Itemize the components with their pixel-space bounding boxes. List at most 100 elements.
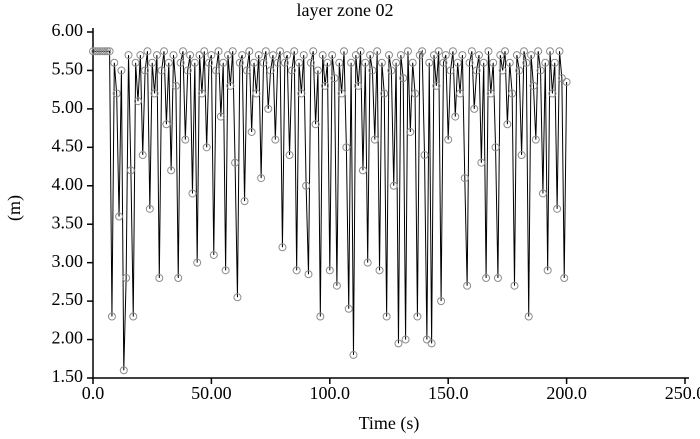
data-line xyxy=(93,49,568,371)
data-point xyxy=(354,81,363,90)
data-point xyxy=(510,281,519,290)
data-point xyxy=(413,312,422,321)
data-point xyxy=(337,89,346,98)
data-point xyxy=(474,51,483,60)
data-point xyxy=(167,166,176,175)
data-point xyxy=(276,47,285,56)
data-point xyxy=(344,304,353,313)
data-point xyxy=(105,47,114,56)
data-point xyxy=(335,58,344,67)
y-tick-label: 2.00 xyxy=(52,328,84,348)
data-point xyxy=(181,135,190,144)
data-point xyxy=(427,339,436,348)
data-point xyxy=(401,335,410,344)
data-point xyxy=(517,151,526,160)
data-point xyxy=(387,66,396,75)
data-point xyxy=(323,58,332,67)
data-point xyxy=(216,112,225,121)
data-point xyxy=(228,47,237,56)
data-point xyxy=(463,281,472,290)
data-point xyxy=(534,47,543,56)
data-point xyxy=(174,274,183,283)
data-point xyxy=(290,47,299,56)
data-point xyxy=(148,58,157,67)
data-point xyxy=(394,339,403,348)
data-point xyxy=(479,58,488,67)
data-point xyxy=(548,89,557,98)
x-tick-label: 50.00 xyxy=(191,383,232,403)
data-point xyxy=(555,47,564,56)
data-point xyxy=(467,47,476,56)
data-point xyxy=(496,51,505,60)
data-point xyxy=(368,66,377,75)
data-point xyxy=(408,58,417,67)
data-point xyxy=(162,120,171,129)
data-point xyxy=(437,297,446,306)
x-tick-label: 0.0 xyxy=(82,383,105,403)
chart-title: layer zone 02 xyxy=(297,0,394,20)
data-point xyxy=(200,47,209,56)
data-point xyxy=(340,47,349,56)
data-point xyxy=(432,81,441,90)
data-point xyxy=(456,89,465,98)
data-point xyxy=(164,58,173,67)
data-point xyxy=(100,47,109,56)
data-point xyxy=(202,143,211,152)
data-point xyxy=(126,166,135,175)
data-point xyxy=(240,197,249,206)
data-point xyxy=(373,47,382,56)
y-tick-label: 6.00 xyxy=(52,20,84,40)
data-point xyxy=(392,58,401,67)
data-point xyxy=(356,47,365,56)
data-point xyxy=(411,89,420,98)
data-point xyxy=(347,58,356,67)
data-point xyxy=(247,127,256,136)
data-point xyxy=(207,51,216,60)
x-tick-label: 250.0 xyxy=(665,383,700,403)
data-point xyxy=(259,58,268,67)
data-point xyxy=(458,51,467,60)
data-point xyxy=(538,189,547,198)
data-point xyxy=(439,58,448,67)
data-point xyxy=(129,312,138,321)
data-point xyxy=(292,266,301,275)
data-point xyxy=(231,158,240,167)
data-point xyxy=(451,112,460,121)
data-point xyxy=(375,266,384,275)
data-point xyxy=(257,174,266,183)
data-point xyxy=(321,81,330,90)
data-point xyxy=(285,151,294,160)
data-point xyxy=(309,47,318,56)
data-point xyxy=(508,89,517,98)
data-point xyxy=(313,66,322,75)
data-point xyxy=(311,120,320,129)
data-point xyxy=(252,89,261,98)
data-point xyxy=(117,66,126,75)
data-point xyxy=(380,89,389,98)
data-point xyxy=(541,58,550,67)
data-point xyxy=(332,281,341,290)
data-point xyxy=(486,89,495,98)
data-point xyxy=(223,51,232,60)
data-point xyxy=(472,66,481,75)
data-point xyxy=(501,47,510,56)
data-point xyxy=(107,312,116,321)
data-point xyxy=(103,47,112,56)
data-point xyxy=(515,66,524,75)
x-tick-label: 100.0 xyxy=(310,383,351,403)
data-point xyxy=(138,151,147,160)
data-point xyxy=(254,51,263,60)
x-tick-label: 150.0 xyxy=(428,383,469,403)
data-point xyxy=(519,47,528,56)
data-point xyxy=(522,58,531,67)
data-point xyxy=(441,51,450,60)
data-point xyxy=(425,58,434,67)
data-point xyxy=(358,166,367,175)
y-tick-label: 5.50 xyxy=(52,59,84,79)
data-point xyxy=(155,274,164,283)
data-point xyxy=(226,81,235,90)
data-point xyxy=(434,47,443,56)
data-point xyxy=(119,366,128,375)
data-point xyxy=(498,66,507,75)
data-point xyxy=(529,81,538,90)
